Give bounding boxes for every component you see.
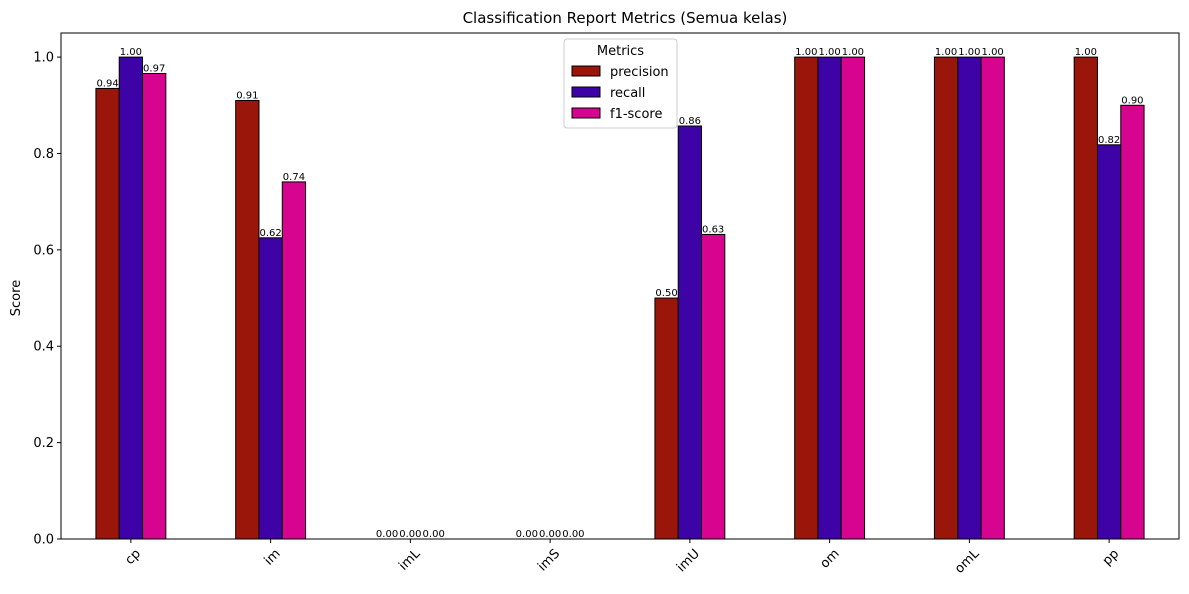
- bar-recall-imU: [677, 125, 703, 540]
- bar-value-label: 0.00: [376, 529, 398, 540]
- legend-label-precision: precision: [610, 65, 669, 80]
- bar-recall-im: [258, 237, 283, 540]
- bar-recall-cp: [118, 56, 144, 540]
- y-tick-label: 0.4: [33, 340, 54, 355]
- legend-swatch-f1-score: [571, 107, 601, 119]
- bar-value-label: 1.00: [795, 47, 817, 58]
- bar-f1-score-cp: [142, 72, 167, 540]
- bar-f1-score-om: [840, 56, 866, 540]
- bar-value-label: 1.00: [120, 47, 142, 58]
- x-tick-label-om: om: [817, 546, 842, 571]
- bar-value-label: 0.00: [516, 529, 538, 540]
- y-tick-label: 0.8: [33, 147, 54, 162]
- chart-title: Classification Report Metrics (Semua kel…: [463, 9, 788, 27]
- legend-swatch-precision: [571, 65, 601, 77]
- bar-value-label: 0.50: [655, 288, 677, 299]
- x-tick-label-imS: imS: [535, 546, 563, 574]
- bar-value-label: 1.00: [842, 47, 864, 58]
- bar-recall-omL: [957, 56, 982, 540]
- x-tick-label-pp: pp: [1100, 546, 1122, 568]
- bar-precision-imU: [654, 297, 679, 540]
- legend-swatch-recall: [571, 86, 601, 98]
- bar-precision-cp: [95, 87, 120, 540]
- bar-recall-om: [817, 56, 842, 540]
- bar-value-label: 1.00: [982, 47, 1004, 58]
- bars-layer: [95, 56, 1145, 540]
- bar-value-label: 0.62: [259, 228, 281, 239]
- bar-value-label: 1.00: [935, 47, 957, 58]
- bar-value-label: 0.94: [96, 78, 118, 89]
- bar-value-label: 1.00: [818, 47, 840, 58]
- x-tick-label-imU: imU: [674, 546, 703, 575]
- legend-box: [563, 38, 678, 129]
- legend: Metrics precision recall f1-score: [563, 38, 678, 129]
- legend-label-f1-score: f1-score: [610, 107, 662, 122]
- y-tick-label: 0.6: [33, 243, 54, 258]
- bar-value-label: 0.86: [679, 116, 701, 127]
- bar-value-label: 0.74: [283, 172, 305, 183]
- bar-value-labels: 0.941.000.970.910.620.740.00 0.00 0.00 0.00…: [96, 47, 1143, 540]
- bar-value-label: 0.00: [423, 529, 445, 540]
- x-tick-label-im: im: [262, 546, 284, 568]
- bar-value-label: 0.82: [1098, 135, 1120, 146]
- bar-value-label: 0.00: [399, 529, 421, 540]
- x-tick-label-cp: cp: [122, 546, 144, 568]
- plot-frame: [60, 32, 1180, 540]
- bar-recall-pp: [1096, 144, 1122, 540]
- legend-title: Metrics: [597, 44, 644, 59]
- bar-f1-score-imU: [701, 233, 726, 540]
- bar-value-label: 0.00: [539, 529, 561, 540]
- bar-value-label: 1.00: [1075, 47, 1097, 58]
- bar-value-label: 0.00: [562, 529, 584, 540]
- x-tick-label-omL: omL: [952, 546, 983, 577]
- bar-value-label: 0.63: [702, 224, 724, 235]
- y-tick-label: 0.0: [33, 533, 54, 548]
- bar-f1-score-pp: [1120, 104, 1145, 540]
- y-axis-label: Score: [9, 280, 24, 316]
- bar-precision-im: [235, 99, 260, 540]
- bar-value-label: 1.00: [958, 47, 980, 58]
- bar-value-label: 0.97: [143, 63, 165, 74]
- y-tick-label: 1.0: [33, 51, 54, 66]
- bar-value-label: 0.90: [1121, 95, 1143, 106]
- bar-precision-pp: [1073, 56, 1098, 540]
- bar-f1-score-im: [281, 181, 307, 540]
- bar-value-label: 0.91: [236, 90, 258, 101]
- bar-precision-omL: [933, 56, 959, 540]
- x-tick-label-imL: imL: [396, 546, 424, 574]
- bar-precision-om: [794, 56, 819, 540]
- y-tick-label: 0.2: [33, 436, 54, 451]
- bar-f1-score-omL: [980, 56, 1005, 540]
- legend-label-recall: recall: [610, 86, 645, 101]
